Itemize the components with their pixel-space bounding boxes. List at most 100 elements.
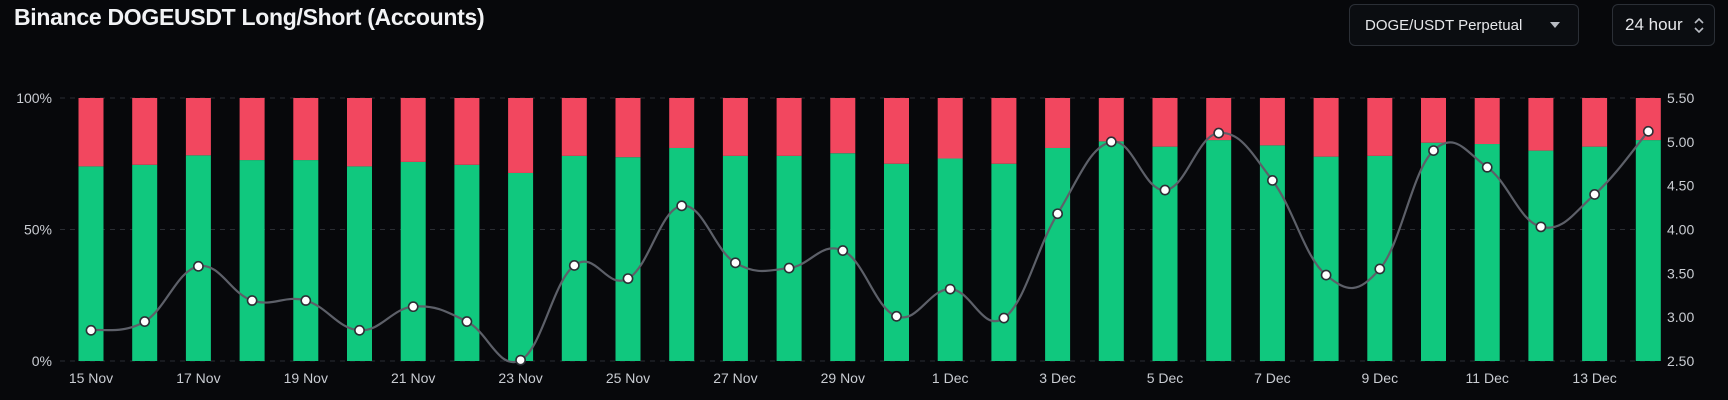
ratio-point [246, 295, 258, 306]
x-tick-label: 29 Nov [821, 370, 865, 386]
ratio-point [1374, 263, 1386, 275]
long-bar [1313, 156, 1339, 361]
ratio-point [1428, 145, 1439, 156]
ratio-point [354, 324, 365, 336]
long-bar [508, 172, 534, 361]
ratio-point [85, 324, 97, 336]
y-right-tick-label: 4.50 [1667, 178, 1694, 194]
short-bar [132, 98, 158, 165]
y-right-tick-label: 3.00 [1667, 309, 1694, 325]
ratio-points [85, 125, 1654, 366]
y-right-tick-label: 5.00 [1667, 134, 1694, 150]
x-tick-label: 3 Dec [1039, 370, 1076, 386]
y-right-tick-label: 5.50 [1667, 90, 1694, 106]
y-right-tick-label: 4.00 [1667, 222, 1694, 238]
short-bar [1313, 98, 1339, 157]
ratio-point [1320, 269, 1332, 281]
short-bar [454, 98, 480, 165]
long-bar [615, 157, 641, 361]
short-bar [937, 98, 963, 159]
symbol-select[interactable]: DOGE/USDT Perpetual [1349, 4, 1579, 46]
long-bar [776, 155, 802, 361]
long-bar [1421, 142, 1446, 361]
ratio-line-layer [90, 130, 1650, 364]
ratio-point [461, 316, 473, 327]
ratio-point [515, 354, 526, 366]
short-bar [884, 98, 909, 164]
long-bar [132, 164, 158, 361]
x-tick-label: 19 Nov [284, 370, 328, 386]
ratio-point [944, 283, 956, 295]
ratio-point [568, 260, 580, 271]
long-bar [239, 160, 265, 361]
ratio-point [1589, 189, 1600, 200]
x-tick-label: 23 Nov [498, 370, 542, 386]
ratio-point [998, 312, 1010, 324]
long-bar [1528, 150, 1554, 361]
x-tick-label: 17 Nov [176, 370, 220, 386]
short-bar [347, 98, 372, 167]
ratio-point [1642, 125, 1654, 137]
x-tick-label: 1 Dec [932, 370, 969, 386]
short-bar [1152, 98, 1178, 147]
long-bar [400, 161, 426, 361]
short-bar [400, 98, 426, 162]
ratio-point [300, 295, 312, 306]
y-right-tick-label: 2.50 [1667, 353, 1694, 369]
x-tick-label: 21 Nov [391, 370, 435, 386]
ratio-point [837, 245, 849, 256]
ratio-point [1535, 221, 1547, 233]
short-bar [185, 98, 211, 156]
ratio-point [1267, 175, 1278, 186]
chart-title: Binance DOGEUSDT Long/Short (Accounts) [14, 4, 485, 30]
x-tick-label: 11 Dec [1466, 370, 1509, 386]
x-tick-label: 5 Dec [1147, 370, 1184, 386]
short-bar [1259, 98, 1285, 146]
short-bar [1098, 98, 1124, 142]
long-bar [1635, 140, 1661, 361]
short-bar [239, 98, 265, 161]
ratio-point [783, 262, 795, 274]
ratio-point [1052, 208, 1063, 220]
long-bar [991, 163, 1017, 361]
long-bar [1098, 141, 1124, 361]
ratio-point [730, 257, 741, 269]
bars [78, 98, 1661, 361]
interval-select[interactable]: 24 hour [1612, 4, 1715, 46]
long-bar [1582, 146, 1608, 361]
long-bar [1045, 147, 1071, 361]
x-tick-label: 7 Dec [1254, 370, 1291, 386]
ratio-point [676, 200, 688, 212]
short-bar [293, 98, 319, 161]
x-tick-label: 9 Dec [1362, 370, 1399, 386]
short-bar [1528, 98, 1554, 151]
short-bar [722, 98, 748, 156]
short-bar [1367, 98, 1393, 156]
ratio-point [192, 260, 204, 272]
long-bar [454, 164, 480, 361]
short-bar [1474, 98, 1500, 145]
ratio-point [891, 310, 902, 322]
long-bar [1152, 146, 1178, 361]
y-right-tick-label: 3.50 [1667, 265, 1694, 281]
ratio-point [407, 301, 419, 313]
y-axis-right: 2.50 3.00 3.50 4.00 4.50 5.00 5.50 [1667, 90, 1694, 369]
long-bar [669, 147, 695, 361]
x-tick-label: 15 Nov [69, 370, 113, 386]
long-bar [1206, 140, 1232, 361]
short-bar [1045, 98, 1071, 148]
grid-lines [60, 97, 1660, 362]
ratio-point [1213, 127, 1225, 139]
short-bar [830, 98, 856, 154]
short-bar [1582, 98, 1608, 147]
long-bar [561, 155, 587, 361]
y-axis-left: 0% 50% 100% [16, 90, 52, 369]
ratio-point [1105, 136, 1117, 148]
up-down-chevron-icon [1694, 17, 1704, 33]
y-left-tick-label: 100% [16, 90, 52, 106]
short-bar [615, 98, 641, 158]
long-bar [1474, 144, 1500, 361]
short-bar [669, 98, 695, 148]
short-bar [991, 98, 1017, 164]
